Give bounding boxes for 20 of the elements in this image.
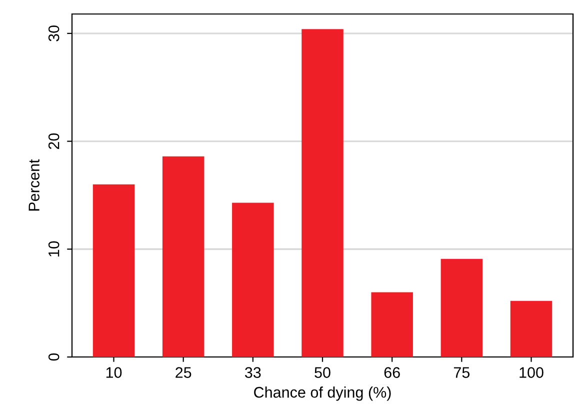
x-tick-label: 50 xyxy=(314,367,330,378)
x-tick-label: 10 xyxy=(106,367,122,378)
y-tick-label: 10 xyxy=(48,241,60,256)
bar xyxy=(302,29,344,357)
bar xyxy=(232,202,274,357)
bar xyxy=(371,292,413,357)
y-axis-title: Percent xyxy=(28,159,40,211)
y-tick-label: 30 xyxy=(48,26,60,42)
x-tick-label: 25 xyxy=(176,367,192,378)
y-tick-label: 20 xyxy=(48,133,60,150)
x-tick-label: 66 xyxy=(384,367,400,378)
x-tick-label: 100 xyxy=(520,367,544,378)
bar xyxy=(162,156,204,357)
x-tick-label: 33 xyxy=(245,367,261,378)
x-axis-title: Chance of dying (%) xyxy=(254,386,391,401)
bar xyxy=(440,258,483,357)
x-tick-label: 75 xyxy=(454,367,470,378)
bar xyxy=(92,184,135,357)
bar xyxy=(510,300,552,357)
y-tick-label: 0 xyxy=(48,353,60,361)
